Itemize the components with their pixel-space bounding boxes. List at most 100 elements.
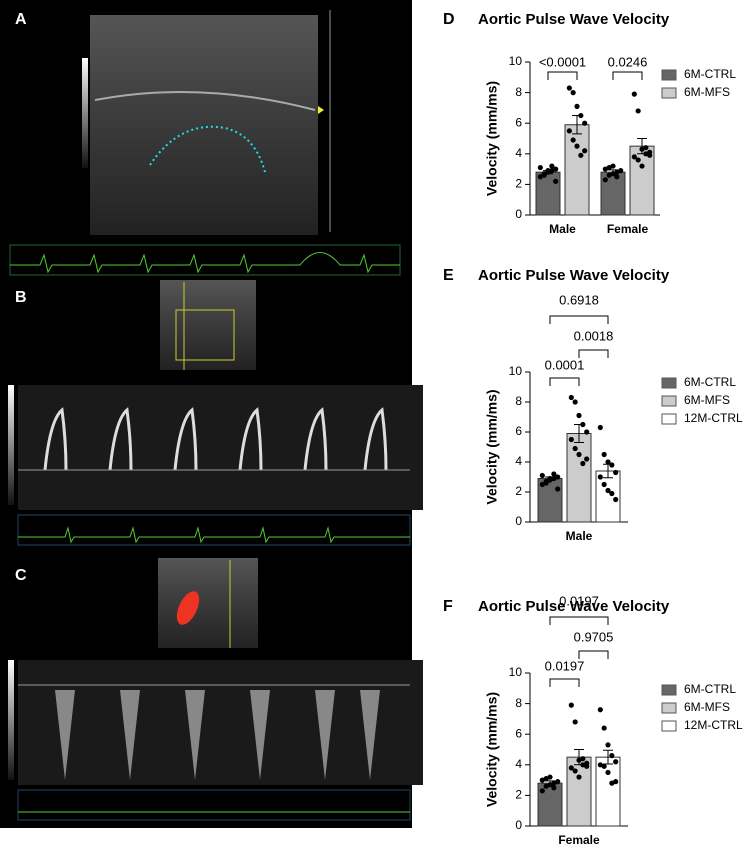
data-point bbox=[582, 148, 588, 154]
legend-swatch bbox=[661, 684, 677, 696]
significance-bracket bbox=[578, 349, 609, 358]
doppler-image bbox=[18, 660, 423, 785]
focus-marker bbox=[318, 106, 324, 114]
doppler-waveform bbox=[43, 407, 388, 471]
data-point bbox=[580, 460, 586, 467]
data-point bbox=[609, 490, 615, 497]
error-bar bbox=[572, 115, 582, 135]
error-bar bbox=[608, 169, 618, 175]
data-point bbox=[553, 178, 559, 184]
data-point bbox=[574, 143, 580, 149]
data-point bbox=[551, 471, 557, 477]
data-point bbox=[566, 85, 572, 91]
p-value: 0.0246 bbox=[608, 54, 648, 69]
data-point bbox=[547, 774, 553, 780]
data-point bbox=[597, 707, 603, 713]
data-point bbox=[555, 474, 561, 480]
significance-bracket bbox=[549, 678, 580, 687]
data-point bbox=[572, 719, 578, 725]
panel-label: B bbox=[15, 289, 27, 306]
data-point bbox=[614, 174, 620, 180]
p-value: 0.6918 bbox=[559, 292, 599, 307]
data-point bbox=[551, 785, 557, 791]
y-tick-label: 6 bbox=[515, 726, 522, 740]
legend-label: 12M-CTRL bbox=[684, 718, 743, 732]
data-point bbox=[576, 451, 582, 458]
legend-swatch bbox=[661, 69, 677, 81]
ecg-trace bbox=[18, 526, 410, 544]
error-bar bbox=[545, 476, 555, 481]
significance-bracket bbox=[547, 71, 578, 80]
y-tick-label: 0 bbox=[515, 514, 522, 528]
bar bbox=[564, 124, 590, 216]
data-point bbox=[568, 702, 574, 708]
data-point bbox=[553, 166, 559, 172]
data-point bbox=[613, 469, 619, 476]
p-value: <0.0001 bbox=[539, 54, 586, 69]
y-tick-label: 6 bbox=[515, 115, 522, 129]
ultrasound-panels bbox=[0, 0, 423, 828]
data-point bbox=[555, 779, 561, 785]
data-point bbox=[572, 445, 578, 452]
error-bar bbox=[545, 780, 555, 786]
legend-label: 6M-CTRL bbox=[684, 682, 736, 696]
error-bar bbox=[574, 424, 584, 443]
y-tick-label: 6 bbox=[515, 424, 522, 438]
legend-swatch bbox=[661, 87, 677, 99]
data-point bbox=[549, 163, 555, 169]
panel-label: F bbox=[443, 598, 453, 615]
legend-label: 6M-MFS bbox=[684, 393, 730, 407]
data-point bbox=[602, 177, 608, 183]
x-tick-label: Male bbox=[566, 529, 593, 543]
p-value: 0.0001 bbox=[545, 357, 585, 372]
panel-label: E bbox=[443, 267, 454, 284]
data-point bbox=[576, 412, 582, 419]
data-point bbox=[580, 756, 586, 762]
p-value: 0.0197 bbox=[545, 658, 585, 673]
data-point bbox=[601, 725, 607, 731]
y-tick-label: 4 bbox=[515, 454, 522, 468]
legend-swatch bbox=[661, 702, 677, 714]
y-tick-label: 10 bbox=[509, 364, 523, 378]
y-axis-label: Velocity (mm/ms) bbox=[484, 692, 500, 807]
legend-label: 6M-CTRL bbox=[684, 375, 736, 389]
data-point bbox=[605, 742, 611, 748]
data-point bbox=[576, 774, 582, 780]
data-point bbox=[570, 137, 576, 143]
measurement-box bbox=[17, 789, 411, 821]
ecg-trace bbox=[10, 252, 400, 274]
data-point bbox=[578, 152, 584, 158]
error-bar bbox=[543, 170, 553, 175]
data-point bbox=[610, 163, 616, 169]
legend-swatch bbox=[661, 413, 677, 425]
significance-bracket bbox=[549, 377, 580, 386]
panel-label: C bbox=[15, 567, 27, 584]
y-tick-label: 4 bbox=[515, 146, 522, 160]
b-mode-image bbox=[90, 15, 318, 235]
y-tick-label: 8 bbox=[515, 696, 522, 710]
data-point bbox=[572, 768, 578, 774]
data-point bbox=[635, 157, 641, 163]
data-point bbox=[631, 91, 637, 97]
error-bar bbox=[603, 749, 613, 765]
chart-title: Aortic Pulse Wave Velocity bbox=[478, 267, 670, 284]
data-point bbox=[613, 779, 619, 785]
significance-bracket bbox=[549, 616, 609, 625]
gray-scale-bar bbox=[82, 58, 88, 168]
data-point bbox=[597, 474, 603, 480]
b-mode-image bbox=[160, 280, 256, 370]
gray-scale-bar bbox=[8, 385, 14, 505]
legend-swatch bbox=[661, 720, 677, 732]
p-value: 0.9705 bbox=[574, 629, 614, 644]
data-point bbox=[609, 462, 615, 468]
y-tick-label: 4 bbox=[515, 757, 522, 771]
legend-label: 6M-MFS bbox=[684, 85, 730, 99]
doppler-waveform bbox=[55, 690, 380, 780]
data-point bbox=[618, 168, 624, 174]
doppler-image bbox=[18, 385, 423, 510]
data-point bbox=[584, 763, 590, 769]
data-point bbox=[597, 424, 603, 431]
y-tick-label: 10 bbox=[509, 54, 523, 68]
y-tick-label: 2 bbox=[515, 177, 522, 191]
